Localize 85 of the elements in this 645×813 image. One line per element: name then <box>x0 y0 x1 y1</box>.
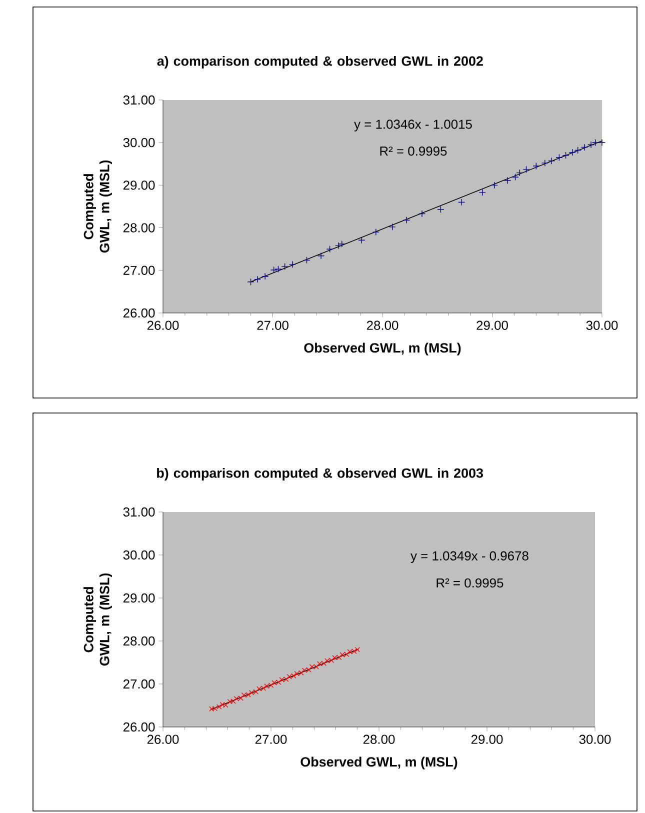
y-tick-label: 31.00 <box>123 95 155 105</box>
point <box>592 139 599 146</box>
point <box>220 702 226 708</box>
point <box>458 198 466 206</box>
point <box>260 686 266 691</box>
point <box>317 252 325 260</box>
y-tick-label: 29.00 <box>123 180 155 190</box>
point <box>270 266 278 274</box>
x-tick-label: 27.00 <box>257 320 288 330</box>
x-tick-label: 26.00 <box>147 734 179 744</box>
point <box>568 148 576 156</box>
point <box>372 228 380 236</box>
point <box>532 162 540 170</box>
x-axis-title: Observed GWL, m (MSL) <box>300 756 458 770</box>
point <box>288 260 296 268</box>
point <box>354 646 360 652</box>
y-tick-label: 31.00 <box>123 507 155 517</box>
annotation: y = 1.0346x - 1.0015 <box>354 120 472 132</box>
point <box>336 654 342 660</box>
point <box>335 242 342 250</box>
y-axis-title: Computed GWL, m (MSL) <box>83 573 112 666</box>
point <box>234 696 240 702</box>
point <box>281 263 288 270</box>
x-tick-label: 26.00 <box>147 320 179 330</box>
x-tick-label: 27.00 <box>255 734 287 744</box>
chart-title: b) comparison computed & observed GWL in 2003 <box>157 468 483 480</box>
y-tick-label: 28.00 <box>123 223 155 232</box>
point <box>241 692 247 698</box>
point <box>418 210 426 218</box>
point <box>548 157 556 164</box>
point <box>344 652 350 657</box>
point <box>302 668 308 673</box>
x-tick-label: 28.00 <box>366 320 398 330</box>
chart-title: a) comparison computed & observed GWL in 2002 <box>157 56 483 68</box>
point <box>574 146 582 154</box>
x-tick-label: 28.00 <box>363 734 395 744</box>
point <box>309 664 315 670</box>
point <box>522 166 530 173</box>
point <box>598 139 606 146</box>
x-tick-label: 29.00 <box>476 320 508 330</box>
point <box>303 256 310 264</box>
point <box>208 706 214 712</box>
point <box>248 690 254 696</box>
point <box>274 266 282 273</box>
point <box>358 236 366 244</box>
point <box>490 182 498 189</box>
point <box>388 223 396 230</box>
point <box>580 144 588 151</box>
point <box>268 682 274 688</box>
point <box>541 159 548 167</box>
point <box>247 278 254 286</box>
annotation: R² = 0.9995 <box>380 146 447 156</box>
point <box>562 152 570 159</box>
point <box>254 276 261 283</box>
point <box>478 188 486 196</box>
x-tick-label: 30.00 <box>579 734 611 744</box>
point <box>328 658 334 663</box>
point <box>403 216 410 224</box>
point <box>516 169 524 176</box>
y-axis-title: Computed GWL, m (MSL) <box>83 160 112 253</box>
point <box>326 246 334 253</box>
annotation: y = 1.0349x - 0.9678 <box>410 551 528 564</box>
y-tick-label: 26.00 <box>123 722 155 732</box>
y-tick-label: 26.00 <box>123 308 155 318</box>
point <box>512 174 519 181</box>
y-tick-label: 29.00 <box>123 593 155 603</box>
point <box>230 698 236 704</box>
point <box>338 240 346 248</box>
x-axis-title: Observed GWL, m (MSL) <box>304 342 461 356</box>
y-tick-label: 30.00 <box>123 138 155 148</box>
x-tick-label: 30.00 <box>586 320 618 330</box>
y-tick-label: 27.00 <box>123 679 155 689</box>
x-tick-label: 29.00 <box>471 734 503 744</box>
point <box>556 154 563 162</box>
point <box>262 272 269 280</box>
y-tick-label: 27.00 <box>123 266 155 275</box>
annotation: R² = 0.9995 <box>436 578 504 588</box>
y-tick-label: 30.00 <box>123 550 155 560</box>
y-tick-label: 28.00 <box>123 636 155 646</box>
point <box>227 699 233 704</box>
point <box>294 671 300 676</box>
point <box>276 680 282 685</box>
point <box>437 206 444 214</box>
point <box>504 176 512 184</box>
point <box>587 141 595 148</box>
